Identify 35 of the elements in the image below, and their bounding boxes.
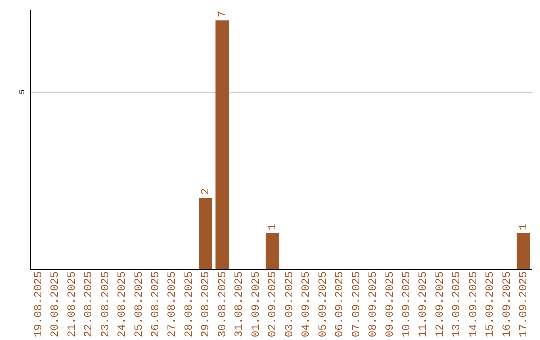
x-tick-label: 01.09.2025: [250, 272, 263, 338]
x-tick-label: 09.09.2025: [384, 272, 397, 338]
x-tick-label: 24.08.2025: [117, 272, 130, 338]
x-tick-label: 27.08.2025: [167, 272, 180, 338]
data-label: 7: [217, 11, 230, 18]
data-label: 1: [518, 224, 531, 231]
x-tick-label: 14.09.2025: [468, 272, 480, 338]
x-tick-label: 07.09.2025: [351, 272, 364, 338]
x-tick-label: 21.08.2025: [66, 272, 79, 338]
x-tick-label: 16.09.2025: [502, 272, 514, 338]
y-tick-label: 5: [18, 90, 28, 95]
x-tick-label: 31.08.2025: [234, 272, 246, 338]
x-tick-label: 20.08.2025: [50, 272, 62, 338]
x-tick-label: 10.09.2025: [402, 272, 414, 338]
x-tick-label: 23.08.2025: [100, 272, 112, 338]
x-tick-label: 26.08.2025: [150, 272, 162, 338]
x-tick-label: 08.09.2025: [368, 272, 380, 338]
x-tick-label: 19.08.2025: [33, 272, 46, 338]
x-tick-label: 17.09.2025: [518, 272, 531, 338]
x-tick-label: 13.09.2025: [452, 272, 464, 338]
x-tick-label: 25.08.2025: [134, 272, 146, 338]
x-tick-label: 05.09.2025: [318, 272, 330, 338]
x-tick-label: 30.08.2025: [217, 272, 230, 338]
data-label: 1: [268, 224, 280, 231]
x-tick-label: 15.09.2025: [485, 272, 498, 338]
x-tick-label: 02.09.2025: [268, 272, 280, 338]
x-tick-label: 03.09.2025: [284, 272, 296, 338]
x-tick-label: 12.09.2025: [434, 272, 447, 338]
data-label: 2: [200, 188, 213, 196]
x-tick-label: 11.09.2025: [418, 272, 430, 338]
x-tick-label: 28.08.2025: [184, 272, 196, 338]
x-tick-label: 06.09.2025: [334, 272, 347, 338]
x-tick-label: 04.09.2025: [301, 272, 314, 338]
x-tick-label: 29.08.2025: [200, 272, 213, 338]
x-tick-label: 22.08.2025: [84, 272, 96, 338]
